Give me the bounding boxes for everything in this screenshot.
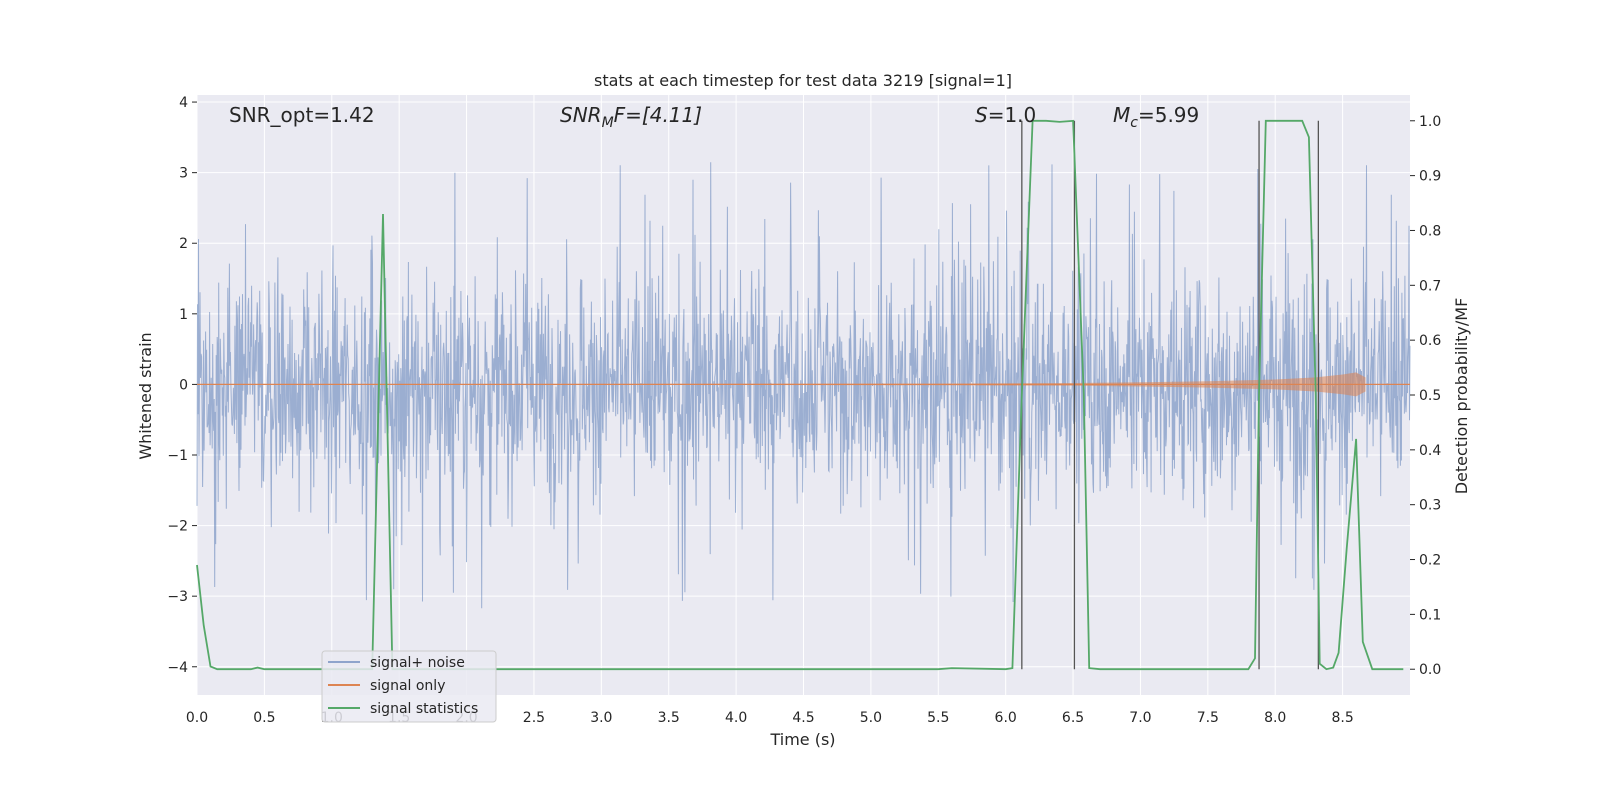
annotation-mc-rest: =5.99 [1138, 103, 1199, 127]
series-signal-plus-noise [196, 162, 1411, 609]
x-tick-label: 0.5 [253, 710, 275, 726]
legend-label-signal-plus-noise: signal+ noise [370, 655, 465, 671]
y-tick-label-right: 0.5 [1419, 388, 1441, 404]
annotation-s: S=1.0 [975, 103, 1036, 127]
y-tick-label-left: 4 [179, 95, 188, 111]
y-tick-label-left: 1 [179, 307, 188, 323]
legend: signal+ noise signal only signal statist… [321, 650, 497, 723]
y-tick-label-left: −2 [167, 519, 188, 535]
annotation-snr-opt: SNR_opt=1.42 [229, 103, 375, 127]
y-tick-label-right: 0.7 [1419, 278, 1441, 294]
y-axis-right-label: Detection probability/MF [1452, 298, 1471, 495]
y-tick-label-left: −4 [167, 660, 188, 676]
y-tick-label-right: 0.8 [1419, 223, 1441, 239]
y-tick-label-right: 0.2 [1419, 553, 1441, 569]
annotation-snr-mf-var: SNR [560, 103, 602, 127]
x-tick-label: 5.0 [860, 710, 882, 726]
annotation-snr-mf-rest: F=[4.11] [614, 103, 702, 127]
y-tick-label-left: 3 [179, 166, 188, 182]
y-axis-right-ticks: 0.0 0.1 0.2 0.3 0.4 0.5 0.6 0.7 0.8 0.9 1.0 [1410, 114, 1441, 678]
annotation-snr-mf: SNRMF=[4.11] [560, 103, 702, 131]
y-tick-label-left: 0 [179, 377, 188, 393]
x-tick-label: 3.5 [658, 710, 680, 726]
legend-label-signal-statistics: signal statistics [370, 701, 478, 717]
annotation-mc-sub: c [1130, 115, 1138, 131]
y-tick-label-right: 0.3 [1419, 498, 1441, 514]
x-tick-label: 0.0 [186, 710, 208, 726]
y-tick-label-right: 0.0 [1419, 662, 1441, 678]
y-tick-label-left: −3 [167, 589, 188, 605]
y-tick-label-right: 1.0 [1419, 114, 1441, 130]
y-axis-left-label: Whitened strain [136, 332, 155, 459]
x-tick-label: 4.0 [725, 710, 747, 726]
y-tick-label-left: −1 [167, 448, 188, 464]
series-signal-only [197, 372, 1410, 397]
line-signal-plus-noise [196, 162, 1411, 609]
x-tick-label: 4.5 [792, 710, 814, 726]
legend-label-signal-only: signal only [370, 678, 445, 694]
y-axis-left-ticks: −4 −3 −2 −1 0 1 2 3 4 [167, 95, 197, 676]
annotation-mc: Mc=5.99 [1113, 103, 1199, 131]
x-tick-label: 6.0 [995, 710, 1017, 726]
annotation-snr-mf-sub: M [602, 115, 614, 131]
x-tick-label: 3.0 [590, 710, 612, 726]
y-tick-label-left: 2 [179, 236, 188, 252]
y-tick-label-right: 0.1 [1419, 607, 1441, 623]
x-tick-label: 7.0 [1129, 710, 1151, 726]
y-tick-label-right: 0.9 [1419, 169, 1441, 185]
x-tick-label: 7.5 [1197, 710, 1219, 726]
x-tick-label: 8.5 [1331, 710, 1353, 726]
x-tick-label: 5.5 [927, 710, 949, 726]
x-tick-label: 2.5 [523, 710, 545, 726]
annotation-mc-var: M [1113, 103, 1130, 127]
x-axis-label: Time (s) [769, 730, 835, 749]
y-tick-label-right: 0.6 [1419, 333, 1441, 349]
x-tick-label: 6.5 [1062, 710, 1084, 726]
annotation-s-rest: =1.0 [988, 103, 1037, 127]
x-tick-label: 8.0 [1264, 710, 1286, 726]
annotation-s-var: S [975, 103, 988, 127]
legend-box [321, 650, 497, 723]
y-tick-label-right: 0.4 [1419, 443, 1441, 459]
chart-title: stats at each timestep for test data 321… [594, 71, 1012, 90]
